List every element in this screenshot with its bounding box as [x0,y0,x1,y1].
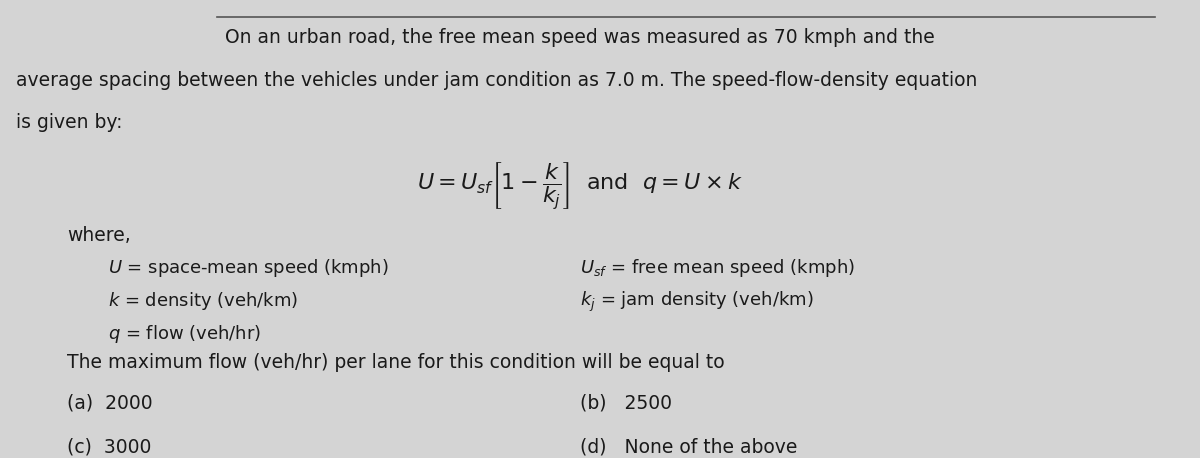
Text: (a)  2000: (a) 2000 [67,393,154,412]
Text: On an urban road, the free mean speed was measured as 70 kmph and the: On an urban road, the free mean speed wa… [224,28,935,47]
Text: is given by:: is given by: [16,113,122,132]
Text: (b)   2500: (b) 2500 [580,393,672,412]
Text: $k$ = density (veh/km): $k$ = density (veh/km) [108,290,298,312]
Text: (c)  3000: (c) 3000 [67,438,152,457]
Text: $U = U_{sf}\left[1 - \dfrac{k}{k_j}\right]$  and  $q = U \times k$: $U = U_{sf}\left[1 - \dfrac{k}{k_j}\righ… [416,161,743,213]
Text: where,: where, [67,225,131,245]
Text: $k_j$ = jam density (veh/km): $k_j$ = jam density (veh/km) [580,290,814,314]
Text: $q$ = flow (veh/hr): $q$ = flow (veh/hr) [108,323,260,345]
Text: $U$ = space-mean speed (kmph): $U$ = space-mean speed (kmph) [108,257,389,279]
Text: $U_{sf}$ = free mean speed (kmph): $U_{sf}$ = free mean speed (kmph) [580,257,854,279]
Text: average spacing between the vehicles under jam condition as 7.0 m. The speed-flo: average spacing between the vehicles und… [16,71,977,90]
Text: The maximum flow (veh/hr) per lane for this condition will be equal to: The maximum flow (veh/hr) per lane for t… [67,353,725,372]
Text: (d)   None of the above: (d) None of the above [580,438,797,457]
